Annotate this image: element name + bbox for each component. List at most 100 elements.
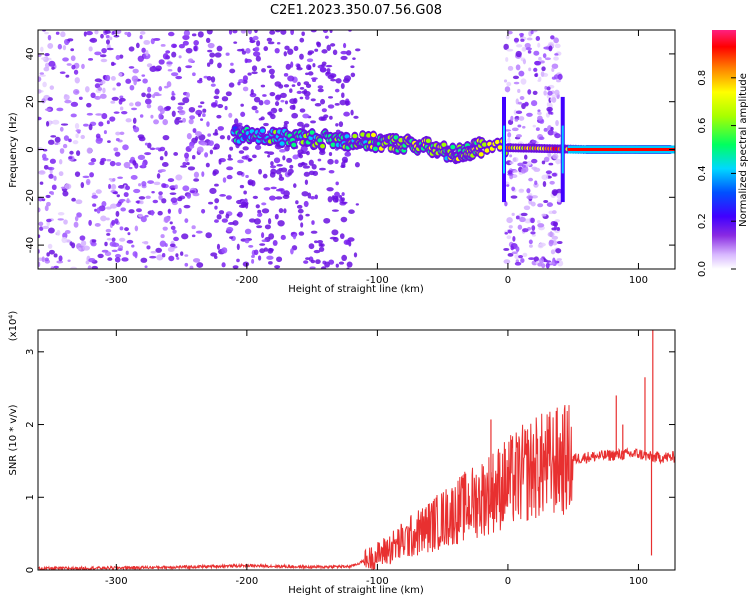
spectrogram-noise-blob [158,59,165,65]
spectrogram-noise-blob [91,265,98,269]
spectrogram-noise-blob [171,51,177,58]
spectrogram-noise-blob [331,209,339,212]
spectrogram-noise-blob [134,225,139,232]
spectrogram-noise-blob [38,53,42,57]
spectrogram-noise-blob [62,57,69,62]
spectrogram-noise-blob [269,74,275,79]
spectrogram-noise-blob [137,134,145,139]
spectrogram-noise-blob [186,193,192,199]
spectrogram-noise-blob [327,104,335,109]
spectrogram-noise-blob [297,121,304,127]
spectrogram-noise-blob [249,40,256,43]
spectrogram-noise-blob [556,192,562,199]
spectrogram-noise-blob [324,35,329,39]
spectrogram-noise-blob [277,220,285,227]
spectrogram-noise-blob [41,57,46,60]
spectrogram-noise-blob [177,66,182,73]
spectrogram-noise-blob [347,237,355,242]
signal-band-core [393,135,399,140]
spectrogram-noise-blob [49,85,55,90]
spectrogram-noise-blob [340,50,348,55]
spectrogram-noise-blob [514,254,520,260]
spectrogram-noise-blob [304,179,309,185]
spectrogram-noise-blob [516,44,523,48]
spectrogram-noise-blob [257,255,262,261]
snr-y-ticks: 0 1 2 3 [25,349,675,573]
spectrogram-noise-blob [63,219,68,225]
spectrogram-noise-blob [199,118,204,122]
spectrogram-noise-blob [139,200,144,205]
spectrogram-noise-blob [308,170,315,176]
signal-band-core [279,141,285,146]
spectrogram-noise-blob [53,265,59,269]
spectrogram-noise-blob [175,75,183,80]
spectrogram-noise-blob [237,81,241,86]
spectrogram-noise-blob [111,219,116,226]
spectrogram-noise-blob [38,116,42,121]
spectrogram-noise-blob [507,253,514,257]
spectrogram-noise-blob [244,238,250,244]
spectrogram-noise-blob [174,118,180,125]
spectrogram-noise-blob [59,126,64,132]
spectrogram-noise-blob [532,124,536,128]
spectrogram-noise-blob [124,31,129,35]
spectrogram-noise-blob [289,104,296,110]
spectrogram-noise-blob [515,134,522,138]
spectrogram-noise-blob [241,50,247,55]
spectrogram-noise-blob [46,252,50,257]
spectrogram-noise-blob [282,194,290,199]
spectrogram-noise-blob [110,76,116,81]
spectrogram-noise-blob [267,218,272,225]
spectrogram-noise-blob [39,181,44,185]
spectrogram-noise-blob [185,92,190,98]
spectrogram-noise-blob [94,78,103,83]
spectrogram-noise-blob [46,201,51,207]
spectrogram-noise-blob [283,208,287,214]
spectrogram-noise-blob [169,243,176,248]
spectrogram-noise-blob [94,30,99,35]
y-tick-label: 1 [25,494,36,500]
spectrogram-noise-blob [539,257,545,264]
spectrogram-noise-blob [162,134,170,141]
spectrogram-noise-blob [298,153,303,159]
spectrogram-noise-blob [511,251,518,255]
spectrogram-vertical-spike-core [561,125,564,174]
spectrogram-noise-blob [111,183,116,189]
snr-series-line [38,405,675,570]
spectrogram-noise-blob [81,63,85,70]
spectrogram-noise-blob [543,156,550,163]
spectrogram-noise-blob [214,183,219,187]
spectrogram-noise-blob [131,244,135,248]
spectrogram-noise-blob [313,249,321,254]
spectrogram-noise-blob [71,64,76,70]
spectrogram-noise-blob [119,106,124,111]
spectrogram-noise-blob [108,178,113,181]
spectrogram-noise-blob [88,46,93,52]
spectrogram-noise-blob [54,136,61,143]
spectrogram-noise-blob [105,206,112,210]
signal-band-core [366,133,372,138]
spectrogram-noise-blob [128,166,133,170]
spectrogram-noise-blob [167,178,175,183]
spectrogram-noise-blob [247,157,252,162]
spectrogram-noise-blob [520,212,528,217]
spectrogram-noise-blob [56,107,64,112]
spectrogram-noise-blob [178,120,184,123]
spectrogram-noise-blob [325,64,333,68]
spectrogram-noise-blob [180,251,184,256]
spectrogram-noise-blob [57,218,64,221]
spectrogram-noise-blob [193,45,198,52]
spectrogram-noise-blob [126,198,130,204]
x-tick-label: 0 [505,576,511,587]
spectrogram-noise-blob [38,170,46,175]
spectrogram-noise-blob [48,60,56,67]
spectrogram-noise-blob [119,237,126,242]
spectrogram-noise-blob [542,180,547,188]
spectrogram-noise-blob [251,255,255,259]
spectrogram-noise-blob [510,195,518,199]
spectrogram-noise-blob [106,232,111,236]
spectrogram-noise-blob [143,39,151,45]
spectrogram-noise-blob [515,50,522,58]
signal-band-core [330,142,336,147]
spectrogram-noise-blob [320,64,326,67]
